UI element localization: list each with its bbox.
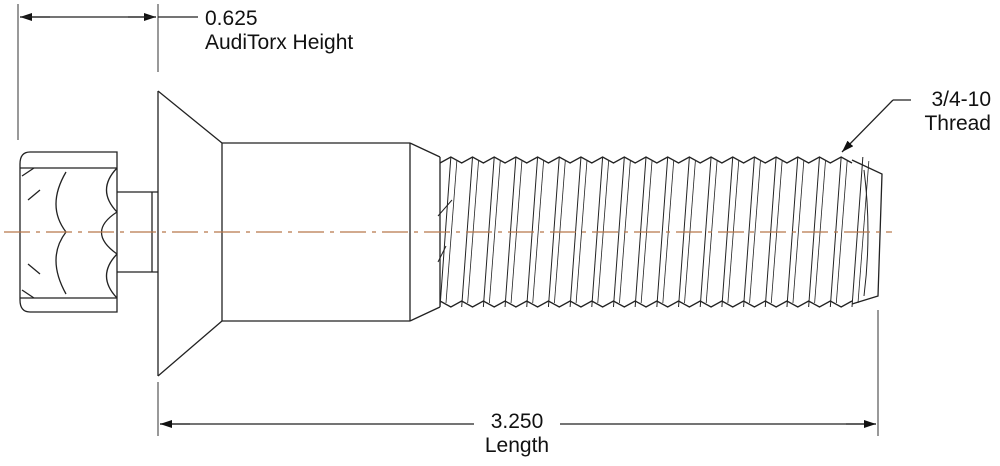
thread-root-line <box>699 156 712 308</box>
thread-root-line <box>612 156 625 308</box>
thread-runout <box>437 199 453 263</box>
thread-crest-line <box>445 160 458 304</box>
head-height-dimension <box>17 4 198 140</box>
countersunk-head <box>157 90 223 377</box>
thread-end-curve <box>863 169 869 297</box>
thread-root-line <box>743 156 755 308</box>
shank <box>222 142 441 322</box>
thread-size: 3/4-10 <box>931 88 991 111</box>
thread-crest-line <box>575 160 588 304</box>
thread-crest-bottom <box>439 300 853 308</box>
thread-crest-line <box>532 160 544 304</box>
thread-crest-line <box>835 160 848 304</box>
thread-crest-line <box>488 160 501 304</box>
thread-root-line <box>656 156 669 308</box>
head-height-value: 0.625 <box>205 7 258 30</box>
thread-crest-line <box>749 160 761 304</box>
length-label: 3.250 Length <box>474 410 560 458</box>
length-value: 3.250 <box>490 410 544 433</box>
thread-callout-leader <box>841 99 911 153</box>
thread-crest-line <box>792 160 805 304</box>
length-caption: Length <box>484 434 550 457</box>
head-height-caption: AudiTorx Height <box>205 31 354 54</box>
thread-caption: Thread <box>924 112 991 135</box>
head-height-label: 0.625 AudiTorx Height <box>205 7 353 55</box>
thread-callout: 3/4-10 Thread <box>913 88 991 136</box>
thread-chamfer <box>851 159 883 305</box>
length-dimension <box>157 310 879 436</box>
